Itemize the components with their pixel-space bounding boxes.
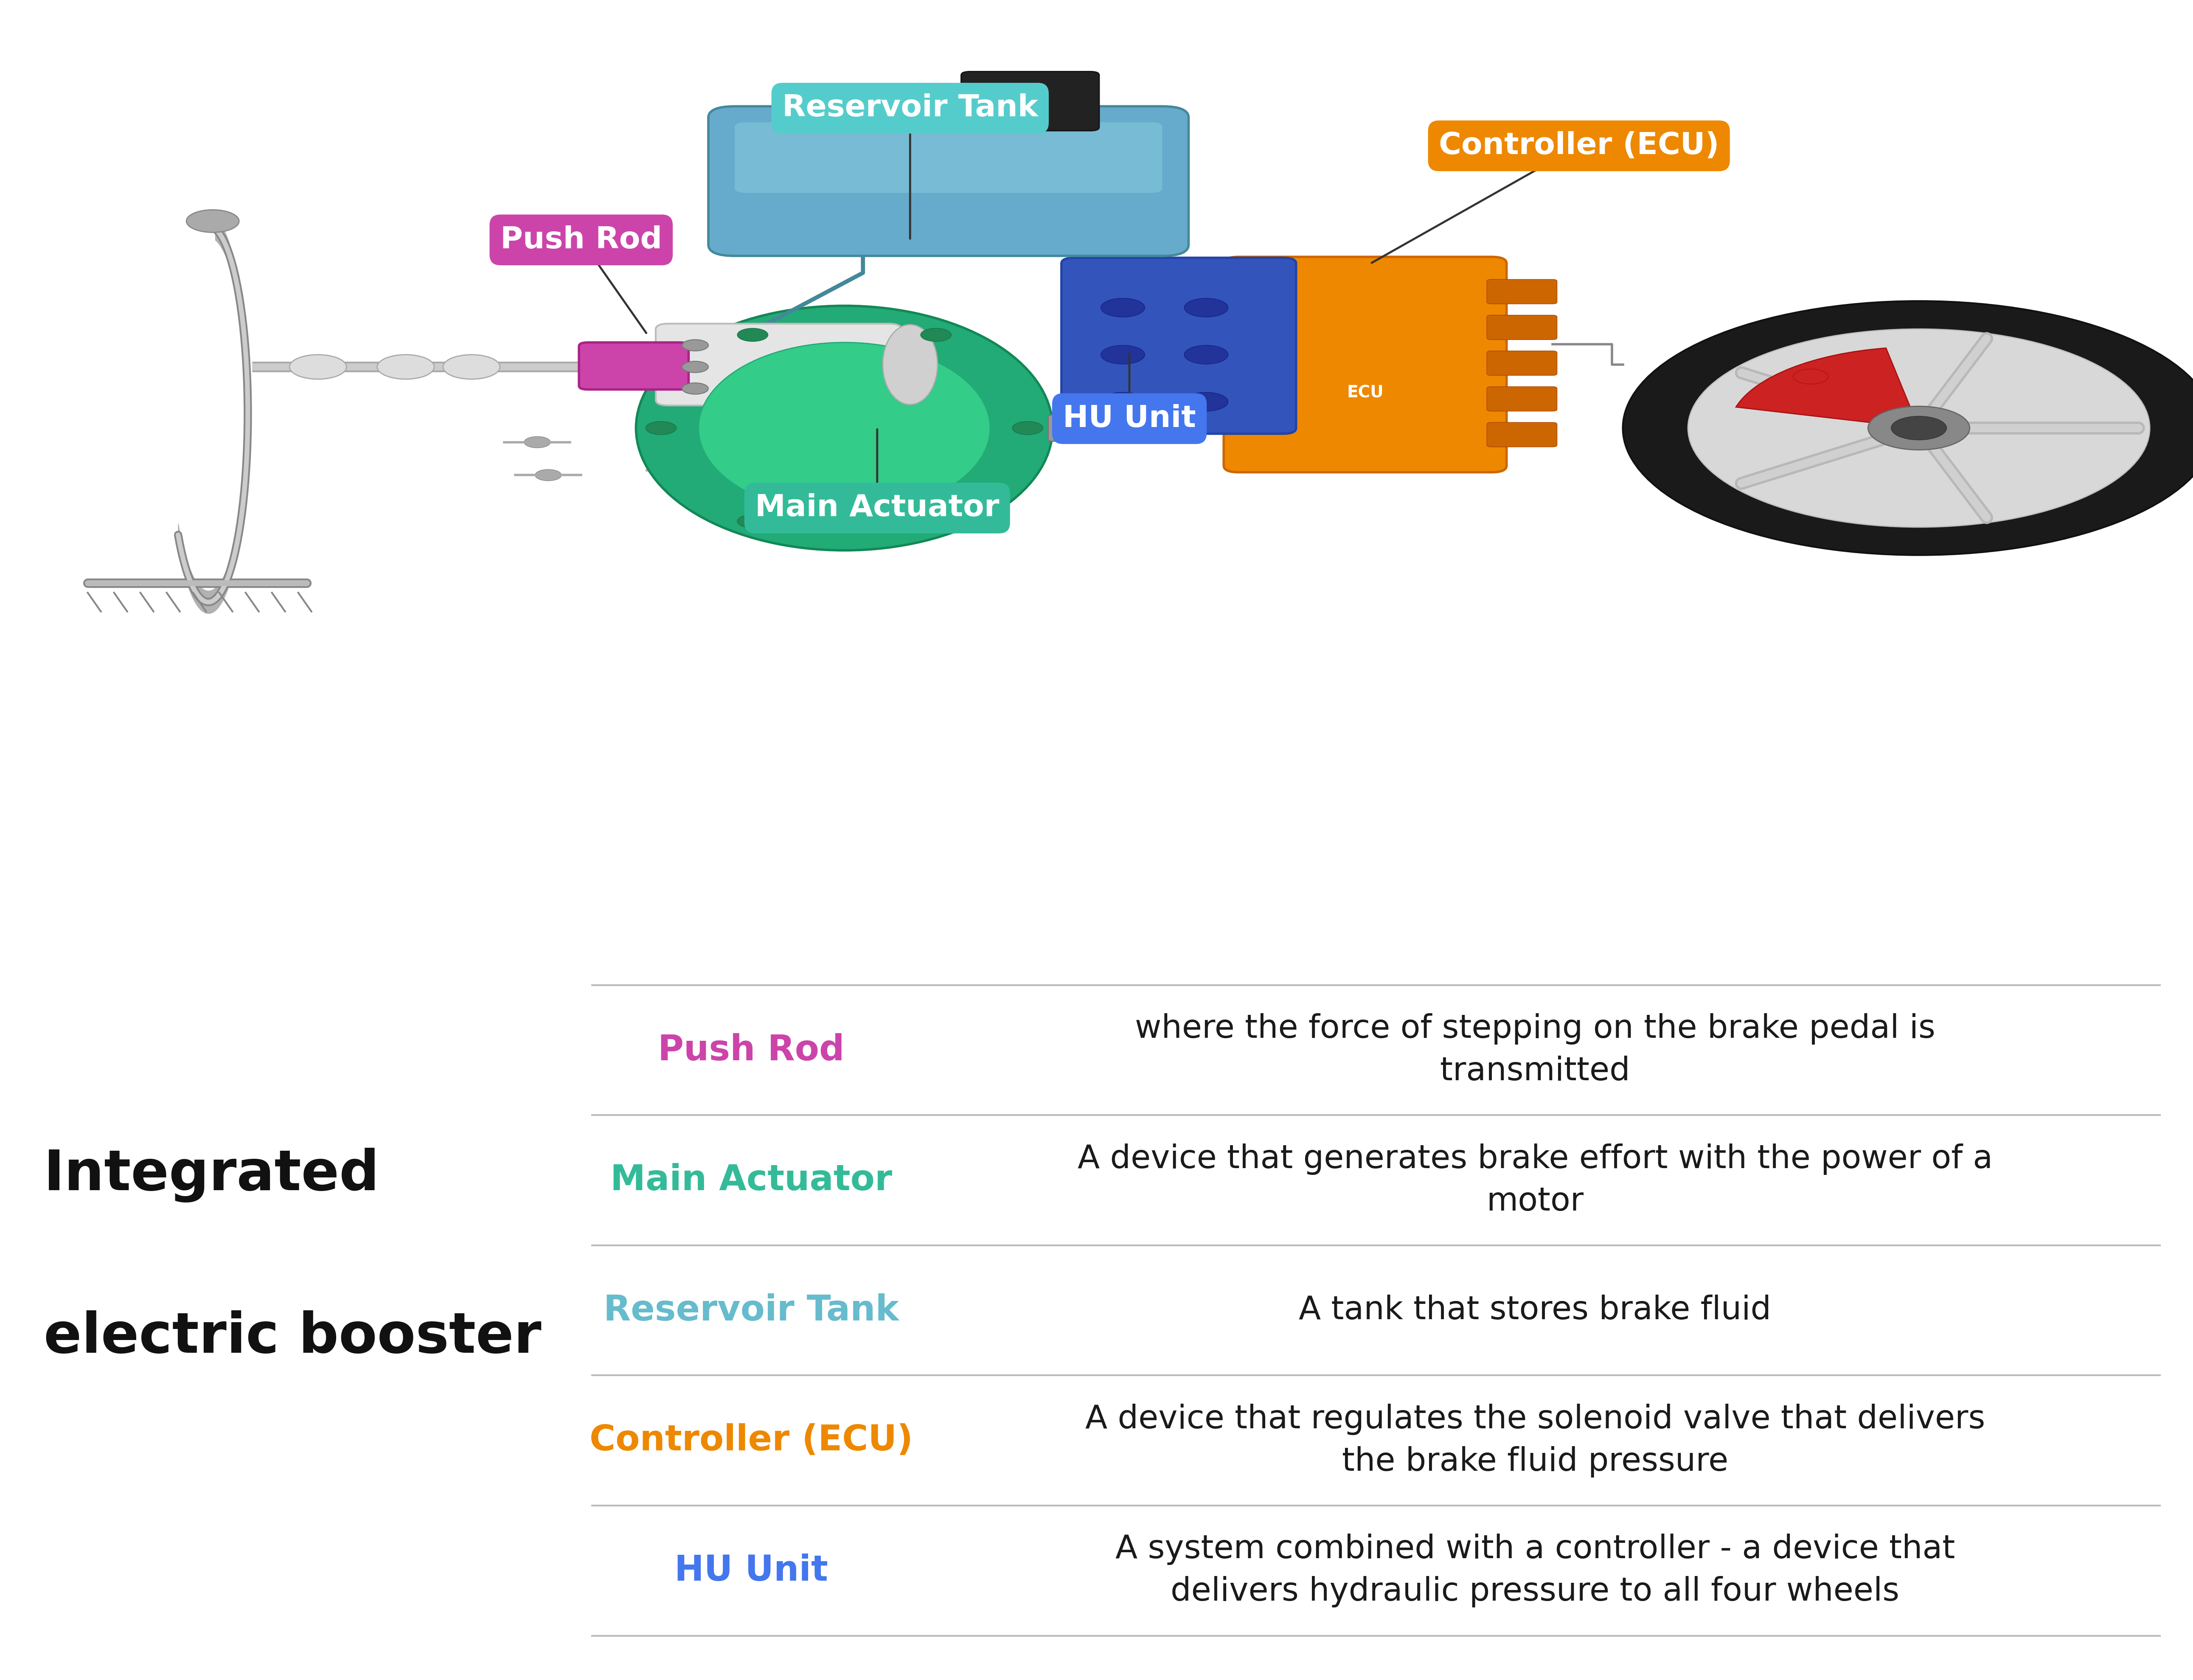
Circle shape: [1184, 346, 1228, 365]
FancyBboxPatch shape: [1487, 351, 1557, 375]
Circle shape: [1623, 301, 2193, 554]
FancyBboxPatch shape: [1487, 386, 1557, 412]
Text: Reservoir Tank: Reservoir Tank: [603, 1294, 899, 1327]
Circle shape: [443, 354, 500, 380]
Circle shape: [682, 361, 708, 373]
Circle shape: [682, 383, 708, 395]
Text: Push Rod: Push Rod: [658, 1033, 844, 1067]
Circle shape: [1101, 299, 1145, 318]
Text: A tank that stores brake fluid: A tank that stores brake fluid: [1298, 1295, 1772, 1326]
FancyBboxPatch shape: [1487, 422, 1557, 447]
Text: HU Unit: HU Unit: [673, 1554, 829, 1588]
Circle shape: [377, 354, 434, 380]
Text: ECU: ECU: [1347, 385, 1384, 402]
Circle shape: [667, 465, 693, 475]
Text: A system combined with a controller - a device that
delivers hydraulic pressure : A system combined with a controller - a …: [1116, 1534, 1954, 1608]
Ellipse shape: [882, 324, 939, 405]
Circle shape: [1890, 417, 1947, 440]
Circle shape: [289, 354, 346, 380]
FancyBboxPatch shape: [961, 72, 1099, 131]
Circle shape: [1101, 393, 1145, 412]
FancyBboxPatch shape: [708, 106, 1189, 255]
Text: A device that regulates the solenoid valve that delivers
the brake fluid pressur: A device that regulates the solenoid val…: [1086, 1403, 1985, 1477]
FancyBboxPatch shape: [656, 324, 901, 405]
Circle shape: [1184, 299, 1228, 318]
Circle shape: [1868, 407, 1969, 450]
Circle shape: [737, 514, 768, 528]
Circle shape: [732, 445, 759, 457]
Circle shape: [921, 514, 952, 528]
Text: where the force of stepping on the brake pedal is
transmitted: where the force of stepping on the brake…: [1136, 1013, 1934, 1087]
FancyBboxPatch shape: [1487, 316, 1557, 339]
Text: A device that generates brake effort with the power of a
motor: A device that generates brake effort wit…: [1077, 1144, 1993, 1218]
Circle shape: [645, 422, 675, 435]
Text: electric booster: electric booster: [44, 1310, 542, 1364]
Text: HU Unit: HU Unit: [1064, 403, 1195, 433]
Text: Main Actuator: Main Actuator: [754, 494, 1000, 522]
Text: Reservoir Tank: Reservoir Tank: [783, 94, 1037, 123]
Circle shape: [1689, 329, 2149, 528]
Ellipse shape: [700, 343, 991, 514]
Circle shape: [186, 210, 239, 232]
Wedge shape: [1737, 348, 1919, 428]
Circle shape: [737, 328, 768, 341]
Circle shape: [535, 469, 561, 480]
FancyBboxPatch shape: [579, 343, 689, 390]
Circle shape: [1794, 370, 1829, 385]
Text: Controller (ECU): Controller (ECU): [1439, 131, 1719, 161]
Text: Main Actuator: Main Actuator: [610, 1163, 893, 1198]
Circle shape: [1013, 422, 1044, 435]
Text: Push Rod: Push Rod: [500, 225, 662, 255]
Circle shape: [524, 437, 550, 449]
Text: Controller (ECU): Controller (ECU): [590, 1423, 912, 1458]
Text: Integrated: Integrated: [44, 1147, 379, 1203]
Circle shape: [1184, 393, 1228, 412]
FancyBboxPatch shape: [735, 123, 1162, 193]
FancyBboxPatch shape: [1487, 279, 1557, 304]
Circle shape: [921, 328, 952, 341]
FancyBboxPatch shape: [1224, 257, 1507, 472]
Ellipse shape: [636, 306, 1053, 551]
Circle shape: [1101, 346, 1145, 365]
FancyBboxPatch shape: [1048, 415, 1123, 442]
FancyBboxPatch shape: [1061, 257, 1296, 433]
Circle shape: [682, 339, 708, 351]
Circle shape: [732, 484, 759, 496]
